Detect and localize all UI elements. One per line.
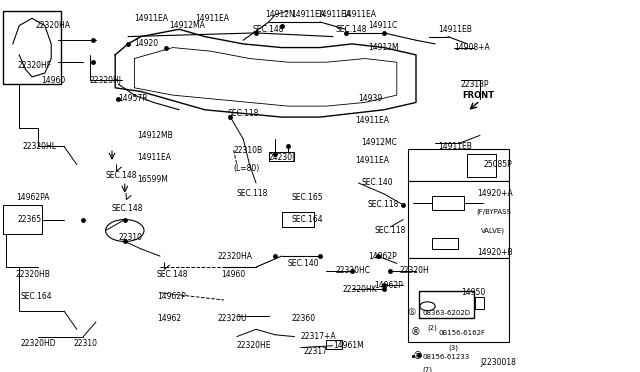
- Text: 22310B: 22310B: [234, 145, 263, 154]
- Text: $\bullet$: $\bullet$: [409, 351, 417, 360]
- Text: 14912MC: 14912MC: [362, 138, 397, 147]
- Text: 22318P: 22318P: [461, 80, 490, 89]
- Bar: [467, 154, 496, 177]
- Text: SEC.148: SEC.148: [253, 25, 284, 34]
- Text: 22320HJ: 22320HJ: [90, 76, 122, 85]
- Text: 14911EA: 14911EA: [355, 157, 389, 166]
- Text: $\circledS$: $\circledS$: [408, 305, 417, 317]
- Text: SEC.164: SEC.164: [291, 215, 323, 224]
- Text: 14912M: 14912M: [368, 43, 399, 52]
- Text: 14960: 14960: [221, 270, 245, 279]
- Text: 14939: 14939: [358, 94, 383, 103]
- Text: 22320HL: 22320HL: [22, 142, 56, 151]
- Text: 22365: 22365: [18, 215, 42, 224]
- Text: SEC.148: SEC.148: [336, 25, 367, 34]
- Text: 14911EA: 14911EA: [134, 14, 168, 23]
- Text: 14962: 14962: [157, 314, 181, 323]
- Text: 14957R: 14957R: [118, 94, 148, 103]
- Bar: [408, 258, 509, 342]
- Text: 22320HK: 22320HK: [342, 285, 377, 294]
- Text: 14911EA: 14911EA: [355, 116, 389, 125]
- Text: 14911EA: 14911EA: [195, 14, 229, 23]
- Text: $\circledR$: $\circledR$: [412, 350, 422, 362]
- Text: 22317: 22317: [304, 347, 328, 356]
- Bar: [3, 205, 42, 234]
- Text: (2): (2): [428, 324, 437, 331]
- Text: VALVE): VALVE): [481, 227, 506, 234]
- Text: 22310: 22310: [118, 233, 143, 242]
- Bar: [3, 11, 61, 84]
- Text: 16599M: 16599M: [138, 175, 168, 184]
- Text: SEC.148: SEC.148: [157, 270, 188, 279]
- Text: 14920: 14920: [134, 39, 159, 48]
- Text: 14962P: 14962P: [368, 251, 397, 261]
- Text: 22320HA: 22320HA: [218, 251, 253, 261]
- Text: SEC.118: SEC.118: [237, 189, 268, 198]
- Text: 14962P: 14962P: [157, 292, 186, 301]
- Bar: [282, 212, 314, 227]
- Text: (3): (3): [448, 344, 458, 351]
- Text: 22310: 22310: [74, 339, 98, 349]
- Text: 0B156-6162F: 0B156-6162F: [438, 330, 485, 336]
- Text: 08156-61233: 08156-61233: [422, 354, 470, 360]
- Bar: [475, 298, 484, 309]
- Text: 14912MB: 14912MB: [138, 131, 173, 140]
- Text: 14962P: 14962P: [374, 281, 403, 290]
- Text: 14920+B: 14920+B: [477, 248, 513, 257]
- Text: 22320HC: 22320HC: [336, 266, 371, 275]
- Text: 14911EA: 14911EA: [342, 10, 376, 19]
- Text: 14961M: 14961M: [333, 341, 364, 350]
- Text: 22320HE: 22320HE: [237, 341, 271, 350]
- Bar: [408, 181, 509, 258]
- Bar: [432, 196, 464, 211]
- Text: 22320H: 22320H: [400, 266, 429, 275]
- Text: 22317+A: 22317+A: [301, 332, 337, 341]
- Text: 08363-6202D: 08363-6202D: [422, 310, 470, 316]
- Text: 14911EA: 14911EA: [138, 153, 172, 162]
- Text: 14912N: 14912N: [266, 10, 295, 19]
- Text: 14911EA: 14911EA: [317, 10, 351, 19]
- Text: 22320HA: 22320HA: [35, 21, 70, 30]
- Bar: [419, 291, 474, 318]
- Text: FRONT: FRONT: [463, 90, 495, 100]
- Text: SEC.118: SEC.118: [227, 109, 259, 118]
- Bar: [326, 340, 342, 349]
- Bar: [432, 238, 458, 249]
- Text: SEC.148: SEC.148: [112, 204, 143, 213]
- Text: SEC.164: SEC.164: [20, 292, 52, 301]
- Text: 14912MA: 14912MA: [170, 21, 205, 30]
- Text: 24230J: 24230J: [269, 153, 295, 162]
- Bar: [269, 152, 294, 161]
- Text: SEC.140: SEC.140: [362, 179, 393, 187]
- Text: (F/BYPASS: (F/BYPASS: [477, 209, 511, 215]
- Text: 14960: 14960: [42, 76, 66, 85]
- Text: $\circledR$: $\circledR$: [410, 325, 420, 337]
- Text: 25085P: 25085P: [483, 160, 512, 169]
- Text: SEC.118: SEC.118: [374, 226, 406, 235]
- Text: SEC.118: SEC.118: [368, 201, 399, 209]
- Bar: [408, 149, 509, 181]
- Text: 14962PA: 14962PA: [16, 193, 49, 202]
- Text: 14950: 14950: [461, 288, 485, 297]
- Text: 22320HB: 22320HB: [16, 270, 51, 279]
- Text: SEC.140: SEC.140: [288, 259, 319, 268]
- Text: 22320HD: 22320HD: [20, 339, 56, 349]
- Text: SEC.165: SEC.165: [291, 193, 323, 202]
- Text: 14911EB: 14911EB: [438, 142, 472, 151]
- Text: 22360: 22360: [291, 314, 316, 323]
- Text: 14911C: 14911C: [368, 21, 397, 30]
- Text: 14911EA: 14911EA: [291, 10, 325, 19]
- Text: 22320U: 22320U: [218, 314, 247, 323]
- Text: 14911EB: 14911EB: [438, 25, 472, 34]
- Text: 14908+A: 14908+A: [454, 43, 490, 52]
- Text: SEC.148: SEC.148: [106, 171, 137, 180]
- Text: (L=80): (L=80): [234, 164, 260, 173]
- Text: 22320HF: 22320HF: [18, 61, 52, 70]
- Text: (7): (7): [422, 366, 433, 372]
- Text: 14920+A: 14920+A: [477, 189, 513, 198]
- Text: J2230018: J2230018: [480, 358, 516, 367]
